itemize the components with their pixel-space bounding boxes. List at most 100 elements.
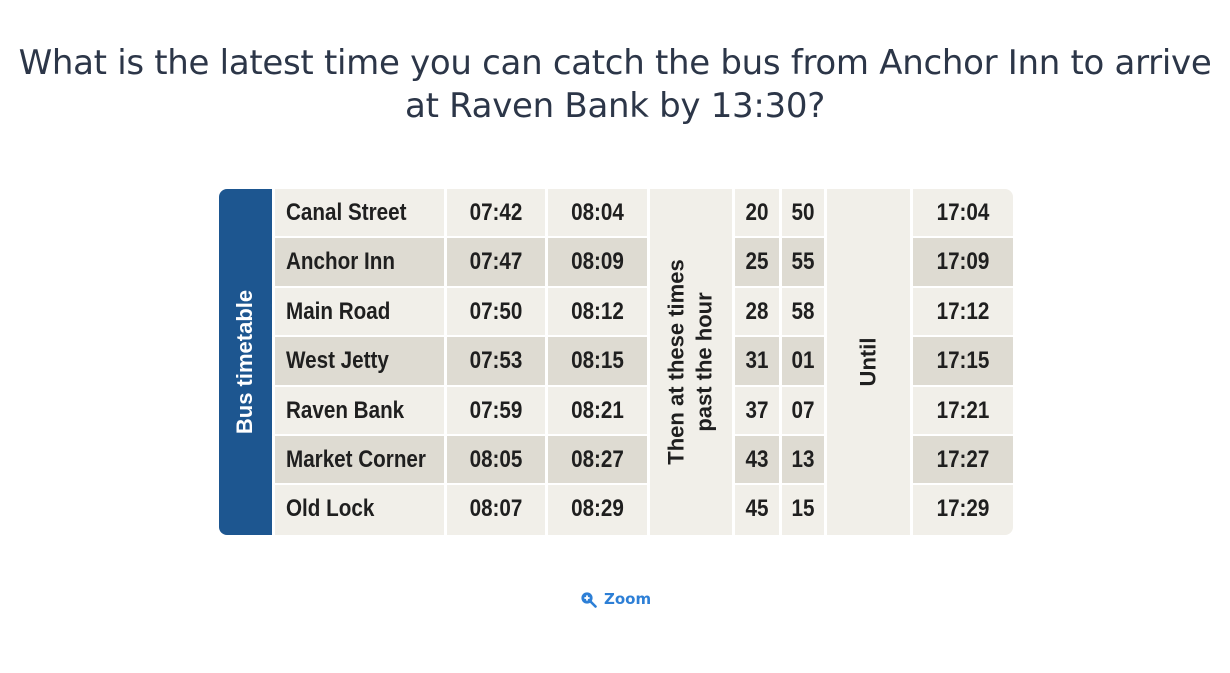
minute-past-1-cell <box>735 238 779 286</box>
second-time: 08:04 <box>571 198 624 226</box>
minute-past-1: 20 <box>745 198 769 226</box>
first-time: 07:50 <box>469 297 523 325</box>
question-text: What is the latest time you can catch th… <box>0 42 1230 128</box>
stop-name-cell <box>275 238 444 286</box>
minute-past-1: 25 <box>745 248 769 275</box>
until-column: Until <box>827 189 910 535</box>
last-time-cell <box>913 238 1013 286</box>
timetable-side-bar: Bus timetable <box>219 189 272 535</box>
stop-name-cell <box>275 485 444 535</box>
first-time-cell <box>447 436 545 483</box>
minute-past-2: 15 <box>791 495 815 522</box>
stop-name: Canal Street <box>286 198 407 226</box>
minute-past-1: 45 <box>745 495 769 522</box>
then-label-line-2: past the hour <box>692 292 718 432</box>
minute-past-2-cell <box>782 337 824 385</box>
second-time-cell <box>548 288 647 335</box>
second-time: 08:12 <box>571 297 624 325</box>
minute-past-2: 01 <box>791 347 815 374</box>
until-label: Until <box>855 337 881 387</box>
last-time: 17:27 <box>936 445 990 473</box>
stop-name: Market Corner <box>286 445 426 473</box>
second-time-cell <box>548 189 647 236</box>
first-time: 07:42 <box>469 198 523 226</box>
minute-past-1-cell <box>735 189 779 236</box>
first-time-cell <box>447 337 545 385</box>
minute-past-1-cell <box>735 387 779 434</box>
first-time-cell <box>447 288 545 335</box>
second-time: 08:29 <box>571 495 624 522</box>
last-time-cell <box>913 436 1013 483</box>
minute-past-2: 07 <box>791 396 815 424</box>
stop-name: Anchor Inn <box>286 248 395 275</box>
first-time: 07:53 <box>469 347 523 374</box>
minute-past-2-cell <box>782 436 824 483</box>
minute-past-2: 58 <box>791 297 815 325</box>
last-time-cell <box>913 485 1013 535</box>
stop-name: Old Lock <box>286 495 375 522</box>
first-time: 07:59 <box>469 396 523 424</box>
then-column-bg <box>650 189 732 535</box>
second-time-cell <box>548 337 647 385</box>
second-time: 08:15 <box>571 347 624 374</box>
minute-past-1: 31 <box>745 347 769 374</box>
minute-past-2: 55 <box>791 248 815 275</box>
stop-name: Main Road <box>286 297 391 325</box>
minute-past-2-cell <box>782 485 824 535</box>
question-line-2: at Raven Bank by 13:30? <box>405 86 825 126</box>
minute-past-2-cell <box>782 387 824 434</box>
minute-past-1: 37 <box>745 396 769 424</box>
last-time: 17:21 <box>936 396 990 424</box>
bus-timetable: Bus timetable Then at these times past t… <box>219 189 1013 535</box>
minute-past-2-cell <box>782 288 824 335</box>
stop-name-cell <box>275 387 444 434</box>
minute-past-2: 50 <box>791 198 815 226</box>
last-time-cell <box>913 189 1013 236</box>
minute-past-1: 43 <box>745 445 769 473</box>
minute-past-2: 13 <box>791 445 815 473</box>
minute-past-1: 28 <box>745 297 769 325</box>
then-column: Then at these times past the hour <box>650 189 732 535</box>
timetable-title: Bus timetable <box>232 289 257 435</box>
last-time-cell <box>913 387 1013 434</box>
second-time: 08:27 <box>571 445 624 473</box>
question-line-1: What is the latest time you can catch th… <box>18 43 1212 83</box>
second-time-cell <box>548 387 647 434</box>
first-time: 08:07 <box>469 495 523 522</box>
last-time: 17:09 <box>936 248 990 275</box>
stop-name-cell <box>275 436 444 483</box>
first-time-cell <box>447 238 545 286</box>
last-time: 17:29 <box>936 495 990 522</box>
first-time: 07:47 <box>469 248 523 275</box>
minute-past-1-cell <box>735 485 779 535</box>
then-label: Then at these times past the hour <box>663 259 719 464</box>
zoom-button[interactable]: Zoom <box>580 590 651 608</box>
first-time-cell <box>447 189 545 236</box>
stop-name: Raven Bank <box>286 396 405 424</box>
last-time: 17:12 <box>936 297 990 325</box>
last-time-cell <box>913 288 1013 335</box>
minute-past-2-cell <box>782 238 824 286</box>
second-time-cell <box>548 436 647 483</box>
then-label-line-1: Then at these times <box>664 259 690 465</box>
last-time: 17:15 <box>936 347 990 374</box>
minute-past-1-cell <box>735 436 779 483</box>
stop-name-cell <box>275 288 444 335</box>
zoom-label: Zoom <box>604 590 652 608</box>
minute-past-1-cell <box>735 288 779 335</box>
stop-name-cell <box>275 189 444 236</box>
until-column-bg <box>827 189 910 535</box>
second-time-cell <box>548 485 647 535</box>
stop-name: West Jetty <box>286 347 389 374</box>
stop-name-cell <box>275 337 444 385</box>
zoom-in-icon <box>581 591 597 608</box>
minute-past-1-cell <box>735 337 779 385</box>
minute-past-2-cell <box>782 189 824 236</box>
second-time-cell <box>548 238 647 286</box>
first-time: 08:05 <box>469 445 523 473</box>
second-time: 08:21 <box>571 396 624 424</box>
last-time-cell <box>913 337 1013 385</box>
first-time-cell <box>447 485 545 535</box>
last-time: 17:04 <box>936 198 990 226</box>
second-time: 08:09 <box>571 248 624 275</box>
